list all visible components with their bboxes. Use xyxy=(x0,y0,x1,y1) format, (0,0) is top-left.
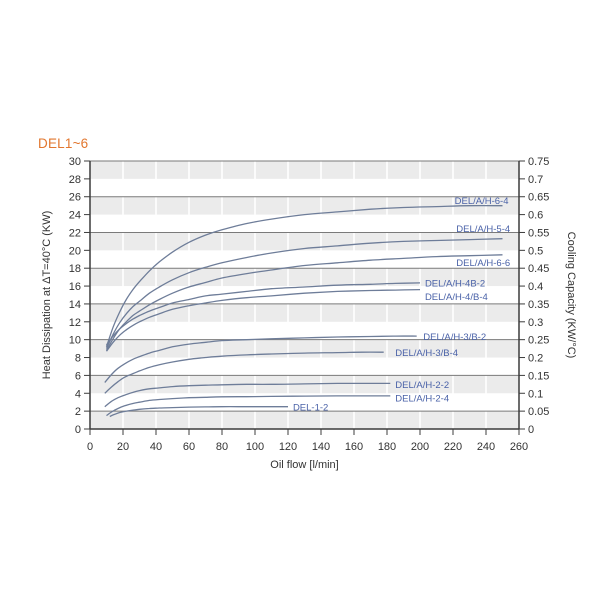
left-tick-label: 22 xyxy=(69,227,81,239)
right-tick-label: 0.25 xyxy=(528,335,549,347)
left-tick-label: 18 xyxy=(69,263,81,275)
series-label-DEL/A/H-3/B-4: DEL/A/H-3/B-4 xyxy=(395,348,458,359)
bottom-tick-label: 40 xyxy=(150,441,162,453)
left-tick-label: 14 xyxy=(69,299,81,311)
curve-DEL/A/H-2-2 xyxy=(104,382,391,408)
left-tick-label: 24 xyxy=(69,210,81,222)
left-tick-label: 30 xyxy=(69,156,81,168)
right-tick-label: 0.1 xyxy=(528,388,543,400)
left-tick-label: 0 xyxy=(75,424,81,436)
grid-band xyxy=(90,196,519,215)
curve-DEL/A/H-4B-2 xyxy=(105,282,421,346)
grid-band xyxy=(90,303,519,322)
series-label-DEL/A/H-3/B-2: DEL/A/H-3/B-2 xyxy=(423,332,486,343)
y-axis-title-left: Heat Dissipation at ΔT=40°C (KW) xyxy=(41,211,53,380)
curve-DEL/A/H-5-4 xyxy=(105,238,503,349)
right-tick-label: 0.35 xyxy=(528,299,549,311)
curve-DEL-1-2 xyxy=(109,406,288,418)
curve-DEL/A/H-3/B-2 xyxy=(104,335,417,383)
bottom-tick-label: 160 xyxy=(345,441,363,453)
y-axis-title-right: Cooling Capacity (KW/°C) xyxy=(565,232,577,359)
curve-DEL/A/H-2-4 xyxy=(106,395,391,417)
grid-band xyxy=(90,411,519,429)
right-tick-label: 0.55 xyxy=(528,227,549,239)
left-tick-label: 6 xyxy=(75,370,81,382)
left-tick-label: 8 xyxy=(75,353,81,365)
series-label-DEL/A/H-4B-2: DEL/A/H-4B-2 xyxy=(425,278,485,289)
series-label-DEL/A/H-2-4: DEL/A/H-2-4 xyxy=(395,394,449,405)
right-tick-label: 0.6 xyxy=(528,210,543,222)
curve-DEL/A/H-6-4 xyxy=(105,204,503,348)
bottom-tick-label: 120 xyxy=(279,441,297,453)
series-label-DEL/A/H-4/B-4: DEL/A/H-4/B-4 xyxy=(425,292,488,303)
series-label-DEL/A/H-6-6: DEL/A/H-6-6 xyxy=(456,258,510,269)
x-axis-title: Oil flow [l/min] xyxy=(270,459,338,471)
bottom-tick-label: 240 xyxy=(477,441,495,453)
bottom-tick-label: 180 xyxy=(378,441,396,453)
right-tick-label: 0.4 xyxy=(528,281,543,293)
left-tick-label: 26 xyxy=(69,192,81,204)
right-tick-label: 0.15 xyxy=(528,370,549,382)
bottom-tick-label: 140 xyxy=(312,441,330,453)
series-label-DEL/A/H-5-4: DEL/A/H-5-4 xyxy=(456,224,510,235)
curve-DEL/A/H-6-6 xyxy=(105,254,503,351)
grid-band xyxy=(90,339,519,358)
grid-band xyxy=(90,232,519,251)
series-label-DEL-1-2: DEL-1-2 xyxy=(293,403,328,414)
series-label-DEL/A/H-6-4: DEL/A/H-6-4 xyxy=(455,196,509,207)
right-tick-label: 0.05 xyxy=(528,406,549,418)
bottom-tick-label: 200 xyxy=(411,441,429,453)
left-tick-label: 4 xyxy=(75,388,81,400)
bottom-tick-label: 60 xyxy=(183,441,195,453)
bottom-tick-label: 0 xyxy=(87,441,93,453)
left-tick-label: 2 xyxy=(75,406,81,418)
curve-DEL/A/H-3/B-4 xyxy=(104,351,384,394)
right-tick-label: 0.2 xyxy=(528,353,543,365)
left-tick-label: 16 xyxy=(69,281,81,293)
right-tick-label: 0.45 xyxy=(528,263,549,275)
left-tick-label: 28 xyxy=(69,174,81,186)
right-tick-label: 0.65 xyxy=(528,192,549,204)
left-tick-label: 10 xyxy=(69,335,81,347)
left-tick-label: 12 xyxy=(69,317,81,329)
right-tick-label: 0.5 xyxy=(528,245,543,257)
right-tick-label: 0.75 xyxy=(528,156,549,168)
right-tick-label: 0.3 xyxy=(528,317,543,329)
left-tick-label: 20 xyxy=(69,245,81,257)
bottom-tick-label: 260 xyxy=(510,441,528,453)
grid-band xyxy=(90,161,519,179)
bottom-tick-label: 80 xyxy=(216,441,228,453)
series-label-DEL/A/H-2-2: DEL/A/H-2-2 xyxy=(395,380,449,391)
bottom-tick-label: 220 xyxy=(444,441,462,453)
chart-title: DEL1~6 xyxy=(38,136,89,151)
right-tick-label: 0 xyxy=(528,424,534,436)
grid-band xyxy=(90,268,519,287)
bottom-tick-label: 20 xyxy=(117,441,129,453)
curve-DEL/A/H-4/B-4 xyxy=(105,288,421,352)
right-tick-label: 0.7 xyxy=(528,174,543,186)
bottom-tick-label: 100 xyxy=(246,441,264,453)
